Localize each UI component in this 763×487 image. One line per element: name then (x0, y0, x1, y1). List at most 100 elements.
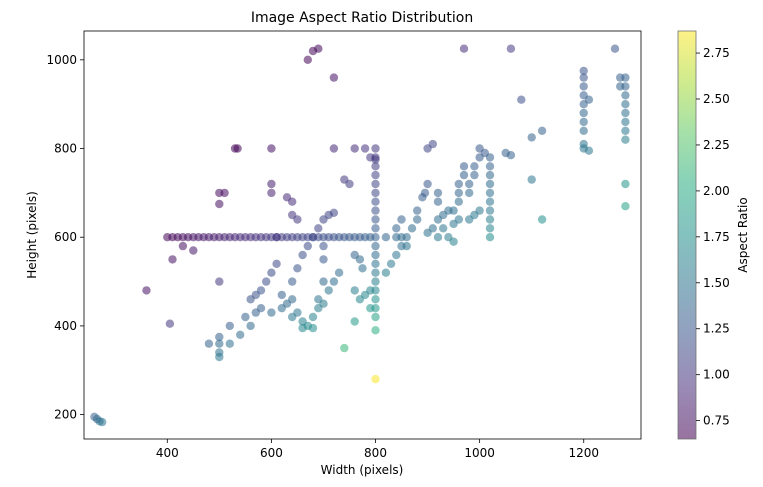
scatter-point (314, 295, 323, 304)
scatter-point (371, 241, 380, 251)
scatter-point (288, 277, 297, 286)
scatter-point (413, 206, 422, 215)
scatter-point (621, 179, 630, 189)
scatter-point (381, 268, 391, 277)
scatter-point (215, 199, 224, 209)
scatter-point (371, 374, 380, 384)
x-tick-label: 1000 (464, 446, 495, 460)
scatter-point (371, 170, 380, 180)
scatter-point (465, 215, 474, 224)
scatter-point (168, 255, 177, 264)
y-axis-label: Height (pixels) (25, 191, 39, 279)
scatter-point (439, 210, 448, 220)
scatter-point (371, 233, 380, 242)
scatter-point (246, 321, 255, 331)
scatter-point (371, 215, 380, 224)
scatter-point (288, 197, 297, 206)
scatter-point (459, 44, 469, 53)
scatter-point (329, 73, 339, 82)
scatter-point (485, 233, 495, 242)
colorbar-tick-label: 2.25 (703, 138, 730, 152)
scatter-point (215, 352, 224, 362)
scatter-point (465, 179, 474, 189)
scatter-point (319, 241, 328, 251)
scatter-point (308, 323, 318, 333)
scatter-point (621, 202, 630, 211)
y-tick-label: 800 (54, 142, 77, 156)
scatter-point (262, 277, 271, 286)
scatter-point (485, 197, 495, 206)
scatter-point (402, 233, 411, 242)
scatter-point (428, 139, 437, 149)
scatter-point (288, 295, 297, 304)
scatter-point (314, 224, 323, 233)
scatter-point (314, 44, 323, 53)
scatter-point (527, 175, 536, 184)
scatter-point (579, 66, 588, 76)
scatter-point (485, 170, 495, 180)
scatter-point (506, 44, 516, 53)
scatter-point (454, 188, 463, 198)
scatter-point (579, 82, 588, 91)
scatter-point (621, 91, 630, 100)
colorbar-tick-label: 2.75 (703, 46, 730, 60)
scatter-point (371, 286, 380, 295)
scatter-point (236, 330, 245, 339)
scatter-point (517, 95, 526, 104)
scatter-point (324, 286, 333, 295)
x-tick-label: 1200 (568, 446, 599, 460)
scatter-point (371, 144, 380, 153)
colorbar-tick-label: 0.75 (703, 414, 730, 428)
scatter-point (449, 237, 458, 246)
colorbar-tick-label: 2.50 (703, 92, 730, 106)
scatter-point (397, 215, 406, 224)
x-axis: 400 600 800 1000 1200 (156, 439, 599, 460)
scatter-point (277, 290, 286, 300)
scatter-point (470, 170, 479, 180)
scatter-point (319, 255, 328, 264)
scatter-point (256, 286, 266, 295)
scatter-point (371, 224, 380, 233)
scatter-point (371, 206, 380, 215)
scatter-point (340, 343, 349, 353)
scatter-point (381, 233, 391, 242)
scatter-point (454, 215, 463, 224)
scatter-point (371, 277, 380, 286)
scatter-point (584, 95, 594, 104)
scatter-point (267, 308, 276, 317)
colorbar-tick-label: 2.00 (703, 184, 730, 198)
scatter-point (303, 241, 312, 251)
scatter-point (621, 82, 630, 91)
scatter-point (371, 326, 380, 335)
chart-title: Image Aspect Ratio Distribution (251, 10, 473, 26)
y-tick-label: 600 (54, 230, 77, 244)
scatter-point (485, 188, 495, 198)
scatter-point (225, 321, 234, 331)
scatter-point (465, 188, 474, 198)
scatter-point (371, 179, 380, 189)
scatter-point (350, 286, 359, 295)
scatter-point (288, 312, 297, 322)
scatter-point (485, 179, 495, 189)
scatter-point (345, 179, 354, 189)
scatter-point (392, 250, 401, 260)
scatter-point (584, 146, 594, 155)
scatter-point (485, 215, 495, 224)
colorbar-tick-label: 1.75 (703, 230, 730, 244)
scatter-point (355, 255, 365, 264)
scatter-point (485, 224, 495, 233)
x-axis-label: Width (pixels) (321, 463, 404, 477)
scatter-point (537, 215, 547, 224)
scatter-point (621, 135, 630, 144)
colorbar-tick-label: 1.50 (703, 276, 730, 290)
scatter-point (397, 241, 406, 251)
scatter-point (621, 100, 630, 109)
scatter-point (358, 264, 367, 273)
scatter-point (371, 268, 380, 277)
scatter-point (621, 117, 630, 127)
scatter-point (579, 117, 588, 127)
x-tick-label: 400 (156, 446, 179, 460)
scatter-point (371, 304, 380, 313)
scatter-point (371, 295, 380, 304)
scatter-point (277, 304, 286, 313)
